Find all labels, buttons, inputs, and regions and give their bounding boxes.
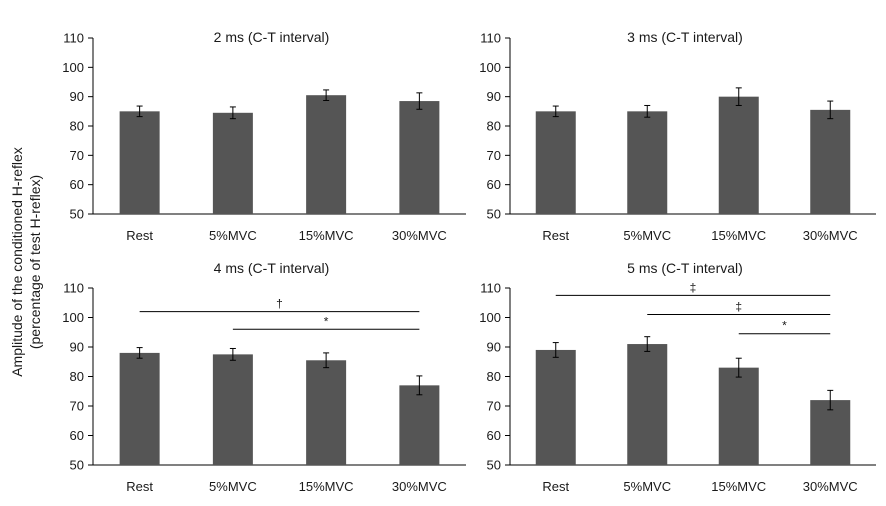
chart-panel-4: 5 ms (C-T interval) 50 60 70 80 90 100 110 Rest 5… (479, 260, 876, 494)
y-tick-label: 50 (70, 207, 84, 222)
bar (718, 96, 759, 214)
x-tick-label: Rest (126, 228, 153, 243)
y-tick-label: 110 (63, 31, 84, 46)
y-tick-label: 60 (70, 177, 84, 192)
y-tick-label: 90 (70, 340, 84, 355)
y-tick-label: 80 (487, 369, 501, 384)
y-tick-label: 60 (487, 177, 501, 192)
chart-panel-2: 3 ms (C-T interval) 50 60 70 80 90 100 110 Rest 5… (479, 29, 876, 243)
chart-panel-1: 2 ms (C-T interval) 50 60 70 80 90 100 110 Rest 5… (62, 29, 466, 243)
y-tick-label: 110 (480, 31, 501, 46)
y-tick-label: 80 (70, 119, 84, 134)
y-axis-label-line1: Amplitude of the conditioned H-reflex (9, 147, 25, 377)
y-tick-label: 100 (479, 310, 501, 325)
y-tick-label: 90 (70, 89, 84, 104)
bar (627, 111, 668, 214)
y-tick-label: 50 (487, 207, 501, 222)
bar (718, 367, 759, 465)
significance-marker: † (276, 297, 283, 311)
x-tick-label: 15%MVC (711, 228, 766, 243)
bar (535, 111, 576, 214)
y-tick-label: 70 (70, 148, 84, 163)
significance-marker: * (324, 314, 329, 328)
y-tick-label: 100 (62, 310, 84, 325)
chart-panel-3: 4 ms (C-T interval) 50 60 70 80 90 100 110 Rest 5… (62, 260, 466, 494)
x-tick-label: 30%MVC (392, 228, 447, 243)
y-tick-label: 70 (487, 399, 501, 414)
significance-marker: ‡ (735, 300, 742, 314)
y-tick-label: 100 (479, 60, 501, 75)
x-tick-label: Rest (542, 479, 569, 494)
x-tick-label: 15%MVC (711, 479, 766, 494)
y-tick-label: 60 (487, 428, 501, 443)
y-tick-label: 110 (480, 281, 501, 296)
x-tick-label: 30%MVC (803, 479, 858, 494)
y-tick-label: 90 (487, 340, 501, 355)
y-tick-label: 60 (70, 428, 84, 443)
bar (627, 344, 668, 465)
chart-title: 2 ms (C-T interval) (214, 29, 330, 45)
bar (535, 349, 576, 465)
bar (212, 112, 253, 214)
y-tick-label: 50 (487, 458, 501, 473)
bar (399, 385, 440, 465)
y-tick-label: 110 (63, 281, 84, 296)
bar (306, 95, 347, 214)
x-tick-label: Rest (542, 228, 569, 243)
x-tick-label: 30%MVC (392, 479, 447, 494)
x-tick-label: 5%MVC (623, 479, 671, 494)
significance-marker: * (782, 319, 787, 333)
x-tick-label: 15%MVC (299, 479, 354, 494)
bar (306, 360, 347, 465)
bar (212, 354, 253, 465)
chart-title: 5 ms (C-T interval) (627, 260, 743, 276)
y-tick-label: 100 (62, 60, 84, 75)
x-tick-label: 5%MVC (209, 479, 257, 494)
y-tick-label: 50 (70, 458, 84, 473)
y-axis-label-line2: (percentage of test H-reflex) (27, 175, 43, 349)
significance-marker: ‡ (690, 280, 697, 294)
bar (810, 400, 851, 465)
chart-title: 4 ms (C-T interval) (214, 260, 330, 276)
y-tick-label: 80 (487, 119, 501, 134)
y-tick-label: 80 (70, 369, 84, 384)
bar (399, 101, 440, 214)
x-tick-label: Rest (126, 479, 153, 494)
y-tick-label: 70 (487, 148, 501, 163)
chart-title: 3 ms (C-T interval) (627, 29, 743, 45)
bar (119, 352, 160, 465)
bar (119, 111, 160, 214)
y-tick-label: 70 (70, 399, 84, 414)
x-tick-label: 5%MVC (623, 228, 671, 243)
x-tick-label: 15%MVC (299, 228, 354, 243)
y-tick-label: 90 (487, 89, 501, 104)
x-tick-label: 5%MVC (209, 228, 257, 243)
y-axis-label: Amplitude of the conditioned H-reflex (p… (9, 147, 43, 377)
bar (810, 109, 851, 214)
x-tick-label: 30%MVC (803, 228, 858, 243)
